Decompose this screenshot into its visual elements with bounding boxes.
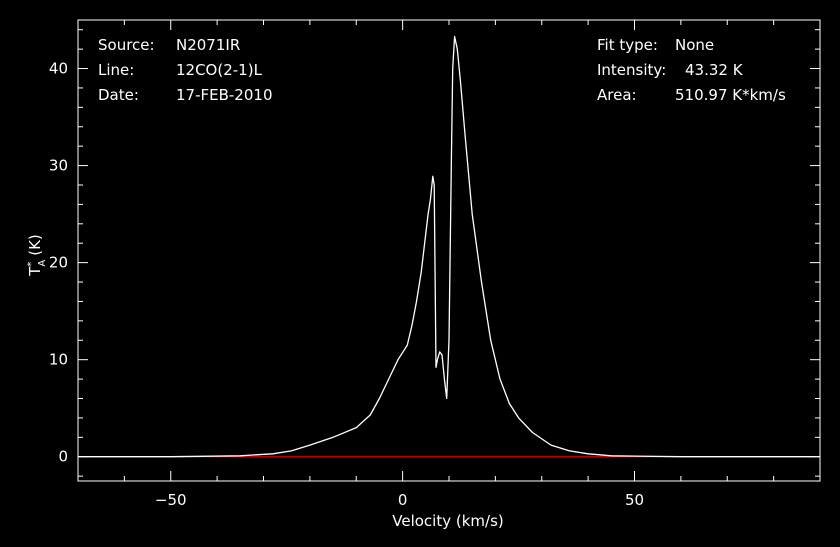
y-tick-label: 40: [49, 60, 68, 78]
fit-type-label: Fit type:: [597, 36, 658, 54]
line-label: Line:: [98, 61, 134, 79]
source-value: N2071IR: [176, 36, 240, 54]
y-tick-label: 30: [49, 157, 68, 175]
y-tick-label: 0: [58, 448, 68, 466]
spectrum-line: [78, 35, 820, 458]
y-tick-label: 10: [49, 351, 68, 369]
date-label: Date:: [98, 86, 139, 104]
intensity-label: Intensity:: [597, 61, 666, 79]
intensity-value: 43.32 K: [685, 61, 744, 79]
plot-area: [78, 35, 820, 458]
date-value: 17-FEB-2010: [176, 86, 272, 104]
line-value: 12CO(2-1)L: [176, 61, 263, 79]
y-axis-label-main: T: [26, 266, 44, 277]
x-tick-label: −50: [155, 491, 187, 509]
y-axis-label: T*A (K): [26, 234, 48, 277]
info-panel: Source: N2071IR Line: 12CO(2-1)L Date: 1…: [98, 36, 786, 104]
y-axis-label-sub: A: [37, 260, 48, 267]
area-label: Area:: [597, 86, 637, 104]
x-tick-label: 50: [625, 491, 644, 509]
axes: −50 0 50 0 10 20 30 40: [49, 19, 821, 509]
x-axis-label: Velocity (km/s): [392, 512, 503, 530]
fit-type-value: None: [675, 36, 714, 54]
y-axis-label-sup: *: [26, 262, 37, 267]
y-tick-label: 20: [49, 254, 68, 272]
source-label: Source:: [98, 36, 155, 54]
y-axis-label-unit: (K): [26, 234, 44, 256]
area-value: 510.97 K*km/s: [675, 86, 786, 104]
x-tick-label: 0: [398, 491, 408, 509]
